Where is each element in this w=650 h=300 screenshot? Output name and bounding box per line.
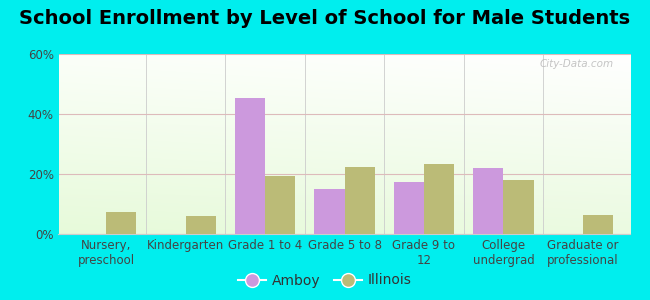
Bar bbox=[583, 214, 613, 234]
Bar bbox=[424, 164, 454, 234]
Bar bbox=[265, 176, 295, 234]
Bar bbox=[106, 212, 136, 234]
Bar bbox=[503, 180, 534, 234]
Bar bbox=[186, 216, 216, 234]
Legend: Amboy, Illinois: Amboy, Illinois bbox=[233, 268, 417, 293]
Bar bbox=[315, 189, 344, 234]
Text: City-Data.com: City-Data.com bbox=[540, 59, 614, 69]
Bar bbox=[344, 167, 374, 234]
Bar bbox=[473, 168, 503, 234]
Bar bbox=[394, 182, 424, 234]
Bar bbox=[235, 98, 265, 234]
Text: School Enrollment by Level of School for Male Students: School Enrollment by Level of School for… bbox=[20, 9, 630, 28]
